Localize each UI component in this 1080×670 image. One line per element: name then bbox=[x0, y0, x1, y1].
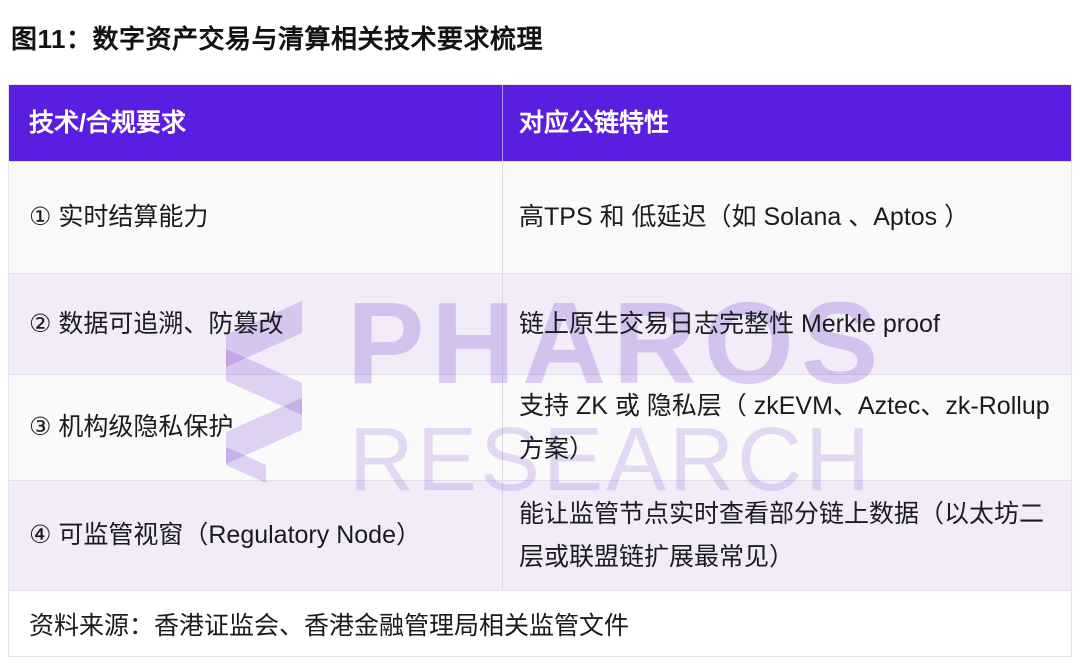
table-row: ③ 机构级隐私保护 支持 ZK 或 隐私层（ zkEVM、Aztec、zk-Ro… bbox=[9, 374, 1071, 480]
table-row: ① 实时结算能力 高TPS 和 低延迟（如 Solana 、Aptos ） bbox=[9, 161, 1071, 273]
cell-feature: 链上原生交易日志完整性 Merkle proof bbox=[519, 309, 940, 338]
header-cell-requirement: 技术/合规要求 bbox=[9, 85, 503, 161]
table-header-row: 技术/合规要求 对应公链特性 bbox=[9, 85, 1071, 161]
table-row: ② 数据可追溯、防篡改 链上原生交易日志完整性 Merkle proof bbox=[9, 273, 1071, 374]
cell-feature: 支持 ZK 或 隐私层（ zkEVM、Aztec、zk-Rollup 方案） bbox=[519, 392, 1050, 463]
table-row: ④ 可监管视窗（Regulatory Node） 能让监管节点实时查看部分链上数… bbox=[9, 480, 1071, 590]
header-cell-feature: 对应公链特性 bbox=[519, 108, 670, 137]
cell-feature: 高TPS 和 低延迟（如 Solana 、Aptos ） bbox=[519, 203, 970, 232]
source-note: 资料来源：香港证监会、香港金融管理局相关监管文件 bbox=[9, 590, 1071, 656]
cell-requirement: ④ 可监管视窗（Regulatory Node） bbox=[9, 481, 503, 590]
cell-feature: 能让监管节点实时查看部分链上数据（以太坊二层或联盟链扩展最常见） bbox=[519, 500, 1045, 571]
figure-title: 图11：数字资产交易与清算相关技术要求梳理 bbox=[11, 24, 543, 54]
cell-requirement: ③ 机构级隐私保护 bbox=[9, 375, 503, 480]
cell-requirement: ① 实时结算能力 bbox=[9, 162, 503, 273]
requirements-table: PHAROS RESEARCH 技术/合规要求 对应公链特性 ① 实时结算能力 … bbox=[8, 84, 1072, 657]
cell-requirement: ② 数据可追溯、防篡改 bbox=[9, 274, 503, 374]
